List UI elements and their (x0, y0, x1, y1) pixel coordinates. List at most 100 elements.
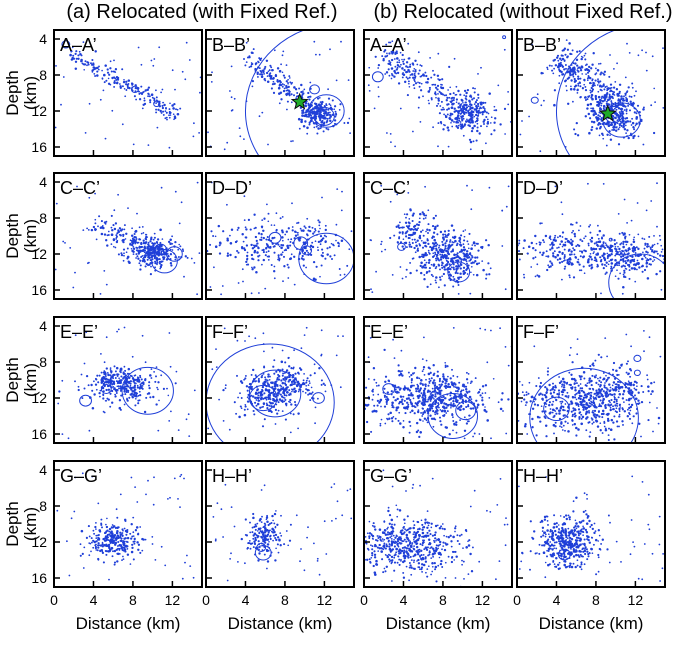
event-dot (488, 397, 491, 399)
event-dot (296, 92, 299, 94)
event-dot (650, 104, 653, 107)
event-dot (606, 99, 609, 102)
event-dot (246, 251, 249, 254)
event-dot (302, 229, 305, 232)
event-dot (628, 269, 631, 272)
event-dot (598, 101, 602, 104)
event-dot (123, 365, 126, 368)
event-dot (402, 60, 405, 63)
event-dot (410, 228, 413, 231)
event-dot (421, 407, 425, 410)
event-dot (258, 399, 261, 402)
event-dot (277, 243, 280, 246)
event-dot (267, 220, 270, 223)
event-dot (598, 98, 602, 102)
event-dot (171, 242, 174, 245)
event-dot (623, 265, 626, 267)
event-ring (268, 231, 282, 244)
event-dot (427, 249, 430, 252)
event-dot (557, 59, 560, 62)
event-dot (446, 108, 449, 111)
event-dot (302, 125, 306, 128)
event-dot (493, 247, 495, 249)
event-dot (646, 258, 649, 260)
event-dot (451, 125, 454, 128)
event-dot (300, 257, 303, 260)
event-dot (542, 251, 545, 255)
event-dot (470, 106, 473, 110)
event-dot (317, 230, 320, 233)
event-dot (320, 353, 323, 356)
event-dot (384, 248, 387, 251)
event-dot (115, 392, 118, 394)
event-dot (405, 268, 408, 271)
event-dot (326, 253, 329, 256)
event-dot (489, 267, 492, 270)
event-dot (333, 105, 337, 108)
event-dot (391, 420, 394, 423)
event-dot (126, 372, 129, 375)
event-dot (327, 108, 330, 111)
event-dot (262, 248, 265, 251)
event-dot (442, 373, 445, 376)
event-dot (119, 385, 122, 388)
event-dot (617, 128, 620, 131)
event-dot (115, 234, 118, 237)
event-dot (602, 104, 606, 108)
event-dot (485, 239, 488, 242)
y-axis-unit: (km) (21, 219, 40, 253)
event-dot (398, 402, 401, 405)
event-dot (103, 361, 106, 364)
event-dot (596, 243, 599, 247)
event-dot (100, 353, 102, 355)
event-dot (281, 381, 285, 385)
event-dot (618, 124, 621, 127)
event-dot (573, 88, 576, 91)
event-dot (252, 395, 255, 398)
event-dot (489, 122, 492, 124)
event-dot (113, 81, 116, 84)
event-dot (424, 71, 427, 74)
event-dot (609, 249, 612, 253)
event-dot (468, 390, 471, 393)
event-dot (576, 64, 579, 67)
event-dot (599, 245, 602, 247)
event-dot (458, 236, 461, 240)
event-dot (616, 126, 618, 128)
profile-label: D–D’ (212, 178, 252, 198)
event-dot (396, 52, 398, 55)
event-dot (386, 397, 389, 400)
event-dot (134, 397, 137, 400)
event-dot (416, 402, 419, 405)
event-dot (308, 382, 311, 384)
event-dot (126, 85, 129, 88)
event-dot (163, 256, 166, 259)
panel-frame (53, 29, 203, 157)
event-dot (322, 109, 326, 112)
event-dot (549, 244, 552, 246)
event-dot (589, 102, 593, 106)
event-dot (131, 227, 133, 230)
event-dot (267, 70, 270, 73)
event-dot (77, 57, 80, 60)
event-dot (412, 228, 415, 231)
event-dot (649, 263, 652, 266)
event-dot (591, 84, 595, 88)
event-dot (287, 85, 290, 89)
event-dot (561, 260, 564, 263)
event-dot (270, 263, 273, 267)
event-dot (302, 382, 305, 385)
event-dot (322, 112, 326, 115)
event-dot (164, 110, 167, 112)
event-dot (321, 115, 325, 119)
event-dot (617, 143, 621, 146)
event-dot (440, 92, 443, 95)
event-dot (561, 278, 563, 281)
event-dot (422, 411, 425, 414)
event-dot (554, 185, 557, 188)
event-dot (285, 64, 288, 66)
event-dot (426, 77, 430, 81)
event-dot (139, 376, 142, 379)
event-dot (652, 131, 656, 135)
event-dot (318, 224, 321, 227)
